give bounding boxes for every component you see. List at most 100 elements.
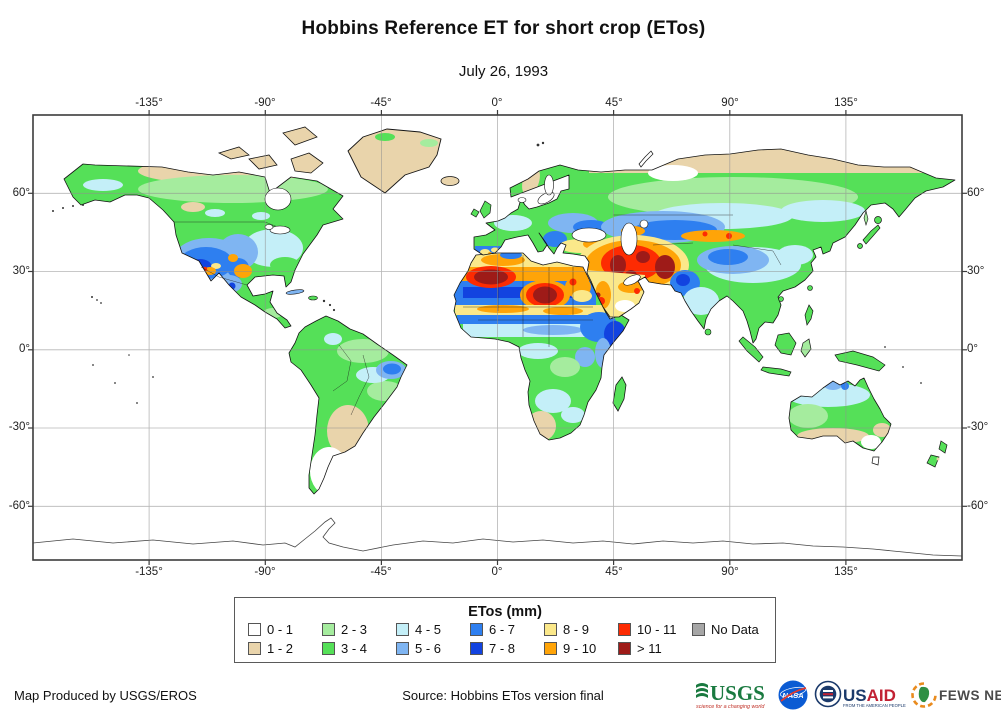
borneo: [774, 332, 797, 356]
antarctica-coastline: [32, 517, 963, 557]
graticule: [33, 115, 962, 560]
nasa-wordmark: NASA: [782, 691, 803, 700]
iceland: [440, 176, 460, 186]
lon-tick-top: -45°: [370, 97, 392, 109]
philippines: [804, 304, 814, 326]
gulf-of-bothnia: [544, 174, 554, 196]
legend-label: 2 - 3: [341, 622, 368, 637]
usgs-logo: USGS science for a changing world: [696, 681, 765, 710]
legend-label: 3 - 4: [341, 641, 368, 656]
legend-label: No Data: [711, 622, 759, 637]
north-america: [64, 164, 343, 328]
legend-label: 0 - 1: [267, 622, 294, 637]
taiwan: [807, 285, 813, 291]
legend: ETos (mm) 0 - 1 1 - 2 2 - 3 3 - 4 4 - 5 …: [234, 597, 776, 663]
usgs-tagline: science for a changing world: [696, 704, 765, 710]
black-sea: [571, 227, 607, 243]
legend-label: 6 - 7: [489, 622, 516, 637]
page-title: Hobbins Reference ET for short crop (ETo…: [301, 18, 706, 39]
lon-tick-top: 0°: [491, 97, 503, 109]
page-subtitle: July 26, 1993: [458, 63, 549, 80]
legend-swatch: [396, 642, 409, 655]
java: [760, 366, 792, 377]
south-america: [289, 316, 407, 494]
lat-tick-left: 60°: [12, 187, 30, 199]
legend-swatch: [544, 642, 557, 655]
great-britain: [479, 200, 492, 219]
madagascar: [612, 376, 627, 412]
legend-swatch: [322, 623, 335, 636]
usgs-wordmark: USGS: [710, 681, 765, 705]
legend-title: ETos (mm): [468, 604, 542, 620]
usaid-logo: USAID FROM THE AMERICAN PEOPLE: [814, 680, 906, 708]
atlantic-islands: [470, 141, 654, 219]
lat-tick-right: 0°: [967, 343, 978, 355]
us-mexico-border: [200, 266, 248, 286]
lon-tick-bottom: 0°: [491, 566, 503, 578]
axis-ticks: [28, 110, 967, 565]
lon-tick-top: 45°: [605, 97, 623, 109]
lon-tick-bottom: -90°: [254, 566, 276, 578]
legend-swatch: [618, 642, 631, 655]
legend-label: 7 - 8: [489, 641, 516, 656]
legend-swatch: [618, 623, 631, 636]
legend-swatch: [470, 623, 483, 636]
legend-label: 9 - 10: [563, 641, 597, 656]
legend-label: 1 - 2: [267, 641, 294, 656]
lat-tick-right: 60°: [967, 187, 985, 199]
south-america-borders: [332, 344, 370, 416]
lat-tick-right: -60°: [967, 500, 989, 512]
tasmania: [871, 456, 880, 466]
greenland: [347, 128, 442, 194]
lon-tick-top: -90°: [254, 97, 276, 109]
legend-swatch: [248, 642, 261, 655]
usaid-seal-icon: [814, 680, 842, 708]
arctic-islands: [217, 126, 324, 174]
lon-tick-top: 135°: [834, 97, 858, 109]
lon-tick-bottom: -135°: [135, 566, 163, 578]
novaya-zemlya: [638, 150, 654, 168]
fewsnet-globe-icon: [911, 682, 937, 708]
legend-label: 5 - 6: [415, 641, 442, 656]
produced-by-text: Map Produced by USGS/EROS: [14, 688, 197, 703]
lat-tick-right: 30°: [967, 265, 985, 277]
new-zealand: [926, 440, 948, 468]
legend-swatch: [396, 623, 409, 636]
ireland: [470, 208, 480, 218]
caspian-sea: [620, 222, 638, 256]
legend-label: > 11: [637, 641, 662, 656]
legend-swatch: [470, 642, 483, 655]
hainan: [778, 296, 784, 302]
nasa-meatball-icon: [778, 680, 808, 710]
lat-tick-left: 30°: [12, 265, 30, 277]
persian-gulf: [623, 274, 641, 286]
legend-swatch: [544, 623, 557, 636]
legend-label: 4 - 5: [415, 622, 442, 637]
fewsnet-wordmark: FEWS NET: [939, 688, 1001, 703]
sri-lanka: [704, 328, 712, 336]
lon-tick-bottom: 90°: [721, 566, 739, 578]
lon-tick-bottom: 45°: [605, 566, 623, 578]
lat-tick-left: 0°: [19, 343, 30, 355]
caribbean-islands: [285, 289, 336, 312]
japan: [862, 224, 881, 245]
lat-tick-right: -30°: [967, 421, 989, 433]
usaid-wordmark: USAID: [843, 686, 896, 705]
pacific-islands: [52, 204, 922, 404]
nasa-logo: NASA: [778, 680, 808, 710]
logo-strip: USGS science for a changing world NASA U…: [694, 677, 1001, 713]
nasa-swoosh: [780, 687, 807, 702]
australia: [789, 378, 891, 451]
sakhalin: [863, 209, 869, 227]
lon-tick-bottom: -45°: [370, 566, 392, 578]
hudson-bay: [264, 187, 292, 211]
legend-label: 10 - 11: [637, 622, 677, 637]
legend-swatch: [322, 642, 335, 655]
great-lakes: [269, 225, 291, 235]
east-asia-islands: [704, 209, 882, 336]
legend-label: 8 - 9: [563, 622, 590, 637]
lat-tick-left: -60°: [8, 500, 30, 512]
fewsnet-logo: FEWS NET: [911, 682, 1001, 708]
new-guinea: [834, 350, 886, 372]
